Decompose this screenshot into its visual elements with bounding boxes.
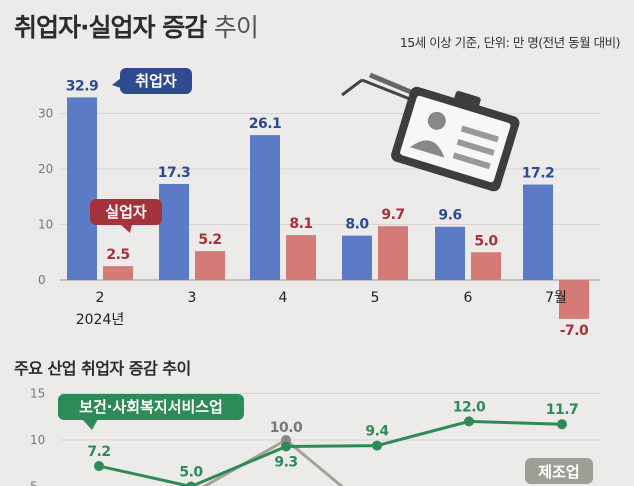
unemployed-legend-text: 실업자 [105, 203, 147, 221]
bar-x-label: 3 [188, 290, 197, 306]
bar-x-label: 5 [371, 290, 380, 306]
unemployed-value-label: 5.2 [198, 232, 221, 248]
employed-value-label: 9.6 [438, 208, 461, 224]
health-line [98, 419, 563, 486]
line-y-tick: 10 [30, 433, 45, 447]
employed-bar [342, 235, 372, 280]
badge-avatar-head [427, 111, 446, 130]
unemployed-bar [286, 235, 316, 280]
unemployed-legend-box [90, 199, 162, 225]
manufacturing-legend-box [525, 458, 593, 484]
chart-subtitle: 15세 이상 기준, 단위: 만 명(전년 동월 대비) [399, 35, 621, 50]
line-y-tick: 15 [30, 387, 45, 401]
unemployed-value-label: 8.1 [289, 216, 312, 232]
badge-clip [453, 91, 481, 109]
employed-bar [250, 135, 280, 280]
health-point [281, 441, 291, 452]
bar-y-tick: 0 [38, 273, 46, 287]
badge-text-line [452, 152, 491, 170]
health-value-label: 7.2 [87, 444, 110, 460]
employed-bar [523, 184, 553, 280]
unemployed-bar [559, 280, 589, 319]
employed-value-label: 8.0 [345, 217, 369, 233]
health-legend-text: 보건·사회복지서비스업 [79, 398, 223, 416]
health-point [557, 419, 567, 430]
badge-avatar-body [409, 140, 445, 158]
health-value-label: 12.0 [453, 399, 486, 415]
unemployed-value-label: 9.7 [381, 207, 404, 223]
bar-y-tick: 30 [38, 107, 53, 121]
unemployed-value-label: 5.0 [474, 233, 498, 249]
employed-value-label: 17.2 [522, 166, 555, 182]
unemployed-legend-tail [120, 224, 132, 233]
employed-bar [159, 183, 189, 280]
title-light: 추이 [213, 13, 259, 42]
badge-face [400, 95, 511, 183]
health-legend-tail [82, 419, 98, 430]
health-value-label: 11.7 [546, 402, 579, 418]
unemployed-bar [195, 251, 225, 280]
manufacturing-legend: 제조업 [525, 458, 593, 484]
employed-legend: 취업자 [112, 68, 192, 94]
health-legend-box [58, 394, 244, 420]
bar-y-tick: 20 [38, 162, 53, 176]
badge-text-line [456, 138, 495, 156]
employed-bar [67, 97, 97, 280]
unemployed-bar [378, 226, 408, 280]
title-bold: 취업자·실업자 증감 [14, 13, 207, 42]
employed-bar [435, 226, 465, 280]
unemployed-bar [103, 266, 133, 280]
manufacturing-value-label: 10.0 [270, 420, 303, 436]
employed-legend-box [120, 68, 192, 94]
employed-value-label: 17.3 [158, 165, 191, 181]
chart-title: 취업자·실업자 증감 추이 [14, 8, 259, 44]
unemployed-bar [471, 252, 501, 280]
manufacturing-legend-text: 제조업 [538, 463, 579, 481]
line-y-tick: 5 [30, 480, 38, 486]
employed-legend-text: 취업자 [135, 72, 177, 90]
unemployed-value-label: -7.0 [560, 323, 589, 339]
bar-x-label: 4 [279, 290, 288, 306]
unemployed-legend: 실업자 [90, 199, 162, 233]
health-point [94, 461, 104, 472]
badge-text-line [460, 125, 499, 143]
badge-card [391, 86, 520, 192]
health-value-label: 9.4 [365, 424, 389, 440]
bar-x-label: 2 [96, 290, 105, 306]
employed-value-label: 32.9 [66, 78, 99, 94]
health-legend: 보건·사회복지서비스업 [58, 394, 244, 430]
health-point [186, 481, 196, 486]
health-point [464, 416, 474, 427]
year-label: 2024년 [76, 312, 125, 328]
employed-value-label: 26.1 [249, 116, 282, 132]
unemployed-value-label: 2.5 [106, 247, 129, 263]
health-value-label: 9.3 [274, 455, 297, 471]
bar-x-label: 6 [464, 290, 473, 306]
id-badge-icon [341, 72, 520, 192]
employed-legend-tail [112, 78, 121, 88]
bar-x-label: 7월 [545, 290, 567, 306]
health-point [372, 440, 382, 451]
line-chart-title: 주요 산업 취업자 증감 추이 [14, 359, 191, 378]
bar-y-tick: 10 [38, 218, 53, 232]
health-value-label: 5.0 [179, 465, 203, 481]
